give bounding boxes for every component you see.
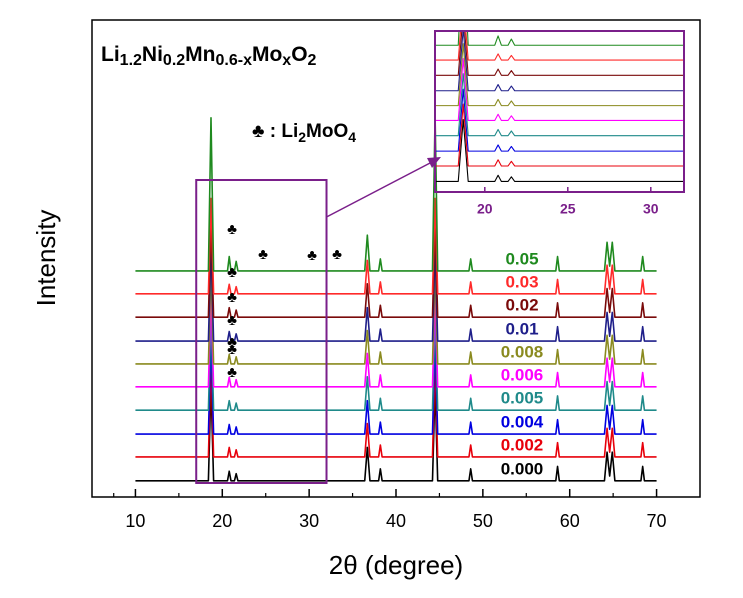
trace (435, 43, 684, 107)
title-part: Mo (252, 43, 282, 66)
x-tick-label: 40 (386, 511, 406, 531)
series-label: 0.05 (505, 249, 538, 268)
phase-marker: ♣ (258, 246, 268, 263)
legend-part: 2 (298, 129, 306, 145)
title-part: 0.2 (163, 52, 185, 69)
series-label: 0.03 (505, 272, 538, 291)
series-label: 0.004 (501, 413, 544, 432)
trace (435, 88, 684, 152)
phase-marker: ♣ (307, 247, 317, 264)
title-part: Mn (185, 43, 215, 66)
trace (435, 58, 684, 122)
series-label: 0.005 (501, 389, 544, 408)
title-part: 1.2 (120, 52, 142, 69)
title-part: O (291, 43, 307, 66)
zoom-arrow (326, 161, 433, 218)
phase-marker: ♣ (227, 264, 237, 281)
x-tick-label: 30 (299, 511, 319, 531)
x-tick-label: 10 (125, 511, 145, 531)
phase-marker: ♣ (332, 246, 342, 263)
inset-x-tick-label: 25 (560, 201, 576, 217)
phase-marker: ♣ (227, 364, 237, 381)
zoom-arrowhead (427, 157, 441, 168)
zoom-box (195, 179, 328, 484)
x-tick-label: 60 (560, 511, 580, 531)
title-part: Li (101, 43, 120, 66)
trace (435, 103, 684, 167)
trace (435, 31, 684, 92)
x-tick-label: 20 (212, 511, 232, 531)
trace (435, 31, 684, 46)
x-axis-label: 2θ (degree) (329, 550, 463, 580)
series-label: 0.01 (505, 320, 538, 339)
series-label: 0.006 (501, 365, 544, 384)
series-label: 0.008 (501, 342, 544, 361)
inset-x-tick-label: 30 (643, 201, 659, 217)
inset-traces (435, 31, 684, 183)
inset-frame (434, 30, 685, 193)
series-label: 0.02 (505, 296, 538, 315)
series-label: 0.000 (501, 459, 544, 478)
legend-text: ♣ : Li2MoO4 (252, 121, 356, 145)
inset-x-tick-label: 20 (477, 201, 493, 217)
trace (435, 31, 684, 76)
traces (135, 114, 657, 482)
title-part: 0.6-x (216, 52, 253, 69)
trace (135, 114, 657, 272)
chart-title: Li1.2Ni0.2Mn0.6-xMoxO2 (101, 43, 317, 70)
phase-marker: ♣ (227, 312, 237, 329)
legend-part: ♣ : Li (252, 121, 298, 142)
x-tick-label: 70 (647, 511, 667, 531)
phase-marker: ♣ (227, 221, 237, 238)
legend-part: 4 (348, 129, 356, 145)
y-axis-label: Intensity (31, 210, 61, 307)
legend-part: MoO (306, 121, 348, 142)
trace (435, 73, 684, 137)
x-tick-label: 50 (473, 511, 493, 531)
series-label: 0.002 (501, 435, 544, 454)
title-part: Ni (142, 43, 163, 66)
phase-marker: ♣ (227, 334, 237, 351)
title-part: 2 (308, 52, 317, 69)
trace (135, 197, 657, 295)
trace (435, 31, 684, 61)
title-part: x (282, 52, 291, 69)
trace (435, 119, 684, 183)
phase-marker: ♣ (227, 341, 237, 358)
phase-marker: ♣ (227, 289, 237, 306)
